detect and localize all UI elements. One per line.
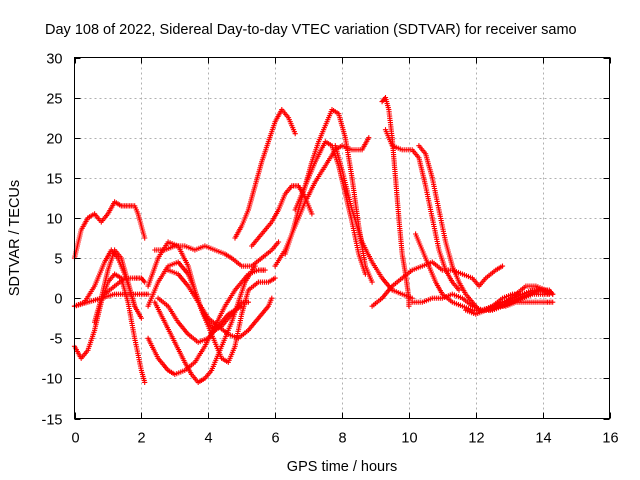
series-trace-w	[369, 259, 506, 309]
series-trace-s	[332, 143, 415, 301]
data-point	[275, 239, 282, 245]
data-point	[499, 263, 506, 269]
y-tick-label: 25	[46, 92, 62, 108]
data-point	[269, 295, 275, 301]
x-tick-label: 4	[204, 431, 212, 447]
y-tick-label: -5	[50, 332, 63, 348]
series-trace-t	[379, 95, 412, 309]
series-trace-j	[152, 239, 282, 269]
x-tick-label: 2	[137, 431, 145, 447]
data-point	[239, 303, 245, 309]
data-point	[142, 279, 148, 285]
data-point	[362, 271, 368, 277]
data-point	[366, 135, 372, 141]
series-trace-u	[382, 127, 462, 293]
y-tick-label: -15	[42, 413, 63, 429]
data-point	[262, 267, 268, 273]
x-tick-label: 8	[338, 431, 346, 447]
y-tick-label: 5	[54, 252, 62, 268]
x-tick-label: 16	[602, 431, 618, 447]
series-trace-e	[92, 247, 144, 325]
series-trace-l	[155, 295, 245, 345]
series-trace-n	[232, 107, 298, 241]
x-tick-label: 14	[535, 431, 551, 447]
data-point	[292, 131, 298, 137]
grid-lines	[74, 57, 610, 419]
y-tick-label: 15	[46, 172, 62, 188]
data-point	[138, 315, 144, 321]
series-trace-z	[463, 299, 556, 317]
series-trace-ac	[503, 283, 556, 305]
data-point	[272, 275, 278, 281]
data-point	[456, 287, 462, 293]
data-point	[309, 211, 315, 217]
x-axis-label: GPS time / hours	[287, 459, 397, 475]
series-trace-a	[71, 199, 148, 261]
x-tick-labels: 0 2 4 6 8 10 12 14 16	[71, 431, 618, 447]
data-point	[142, 235, 148, 241]
series-trace-q	[272, 135, 372, 269]
data-point	[142, 379, 148, 385]
y-tick-label: -10	[42, 372, 63, 388]
series-trace-h	[145, 259, 251, 333]
y-tick-labels: -15 -10 -5 0 5 10 15 20 25 30	[42, 52, 63, 429]
x-tick-label: 0	[71, 431, 79, 447]
x-tick-label: 6	[271, 431, 279, 447]
y-tick-label: 30	[46, 52, 62, 68]
x-tick-label: 10	[401, 431, 417, 447]
data-point	[369, 279, 375, 285]
data-point	[145, 291, 151, 297]
axis-ticks	[74, 57, 611, 420]
data-marks	[71, 95, 556, 385]
series-trace-o	[249, 183, 315, 249]
y-tick-label: 10	[46, 212, 62, 228]
data-point	[245, 299, 251, 305]
data-point	[550, 299, 556, 305]
data-point	[406, 303, 412, 309]
y-axis-label: SDTVAR / TECUs	[7, 180, 23, 296]
series-trace-f	[102, 275, 148, 297]
y-tick-label: 20	[46, 132, 62, 148]
series-trace-m	[165, 267, 275, 341]
series-trace-k	[152, 263, 258, 385]
y-tick-label: 0	[54, 292, 62, 308]
series-trace-i	[145, 267, 268, 377]
x-tick-label: 12	[468, 431, 484, 447]
chart-title: Day 108 of 2022, Sidereal Day-to-day VTE…	[45, 22, 577, 38]
data-point	[252, 263, 258, 269]
data-point	[550, 291, 556, 297]
